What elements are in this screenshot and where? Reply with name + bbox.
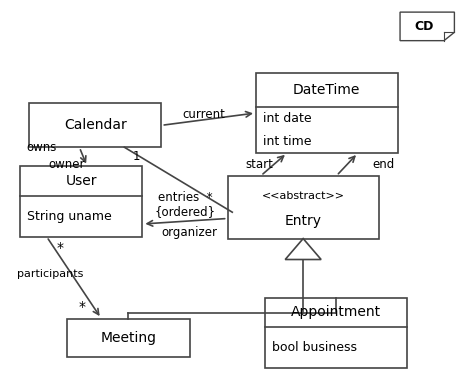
Bar (265, 298, 407, 368)
Text: owns: owns (27, 141, 57, 154)
Polygon shape (285, 239, 321, 259)
Text: current: current (182, 108, 225, 121)
Text: entries  *: entries * (158, 191, 212, 204)
Text: Appointment: Appointment (291, 305, 381, 319)
Text: start: start (245, 158, 273, 171)
Text: organizer: organizer (162, 226, 218, 239)
Text: Calendar: Calendar (64, 118, 127, 132)
Text: Entry: Entry (285, 214, 322, 228)
Text: User: User (65, 174, 97, 188)
Text: int time: int time (263, 135, 311, 148)
Text: participants: participants (17, 269, 83, 279)
Text: DateTime: DateTime (293, 83, 361, 97)
Text: owner: owner (48, 158, 84, 171)
Bar (256, 73, 398, 153)
Bar (19, 166, 143, 237)
Text: end: end (372, 158, 394, 171)
Polygon shape (400, 12, 455, 40)
Text: <<abstract>>: <<abstract>> (262, 191, 345, 201)
Text: int date: int date (263, 112, 311, 125)
Text: 1: 1 (132, 150, 140, 163)
Bar (29, 104, 161, 147)
Text: CD: CD (415, 20, 434, 33)
Text: *: * (56, 241, 63, 255)
Bar (67, 319, 190, 356)
Text: {ordered}: {ordered} (155, 205, 216, 218)
Text: String uname: String uname (27, 210, 111, 223)
Text: Meeting: Meeting (100, 330, 156, 345)
Text: bool business: bool business (273, 341, 357, 354)
Bar (228, 176, 379, 239)
Text: *: * (79, 300, 86, 314)
